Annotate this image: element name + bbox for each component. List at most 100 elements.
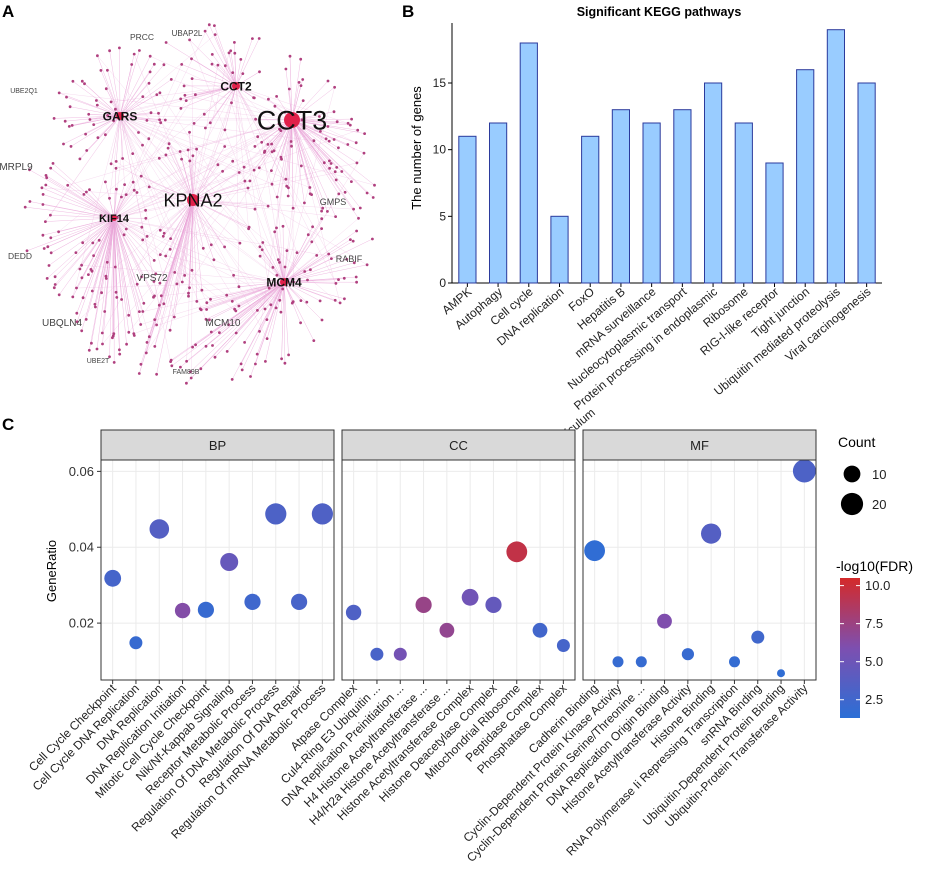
network-node <box>352 207 355 211</box>
network-edge <box>119 115 123 159</box>
network-edge <box>217 64 237 87</box>
network-edge <box>235 85 298 253</box>
bar <box>673 109 692 284</box>
network-edge <box>109 50 121 117</box>
network-edge <box>181 64 237 87</box>
network-node <box>230 378 234 381</box>
network-node <box>258 330 261 333</box>
network-edge <box>110 115 121 164</box>
network-edge <box>102 119 293 345</box>
network-node <box>240 368 244 372</box>
network-node <box>94 305 97 309</box>
network-node <box>275 273 279 277</box>
network-edge <box>65 115 121 122</box>
network-node <box>114 160 118 163</box>
network-edge <box>219 281 285 333</box>
network-node <box>124 193 128 197</box>
network-node <box>358 206 362 210</box>
network-edge <box>283 281 345 300</box>
network-edge <box>128 119 293 333</box>
network-node <box>70 124 74 127</box>
network-node <box>144 208 148 212</box>
network-node <box>159 294 163 298</box>
bar <box>642 122 661 284</box>
network-node <box>137 372 141 375</box>
network-node <box>131 152 135 156</box>
network-node <box>354 141 358 145</box>
network-node <box>299 57 303 61</box>
panel-label-b: B <box>402 2 414 21</box>
network-edge <box>159 158 194 201</box>
network-node <box>350 117 353 121</box>
bar <box>458 135 477 284</box>
network-edge <box>235 85 249 229</box>
network-edge <box>113 217 157 274</box>
network-node <box>88 118 92 121</box>
network-node <box>322 161 326 165</box>
network-node <box>179 107 183 110</box>
network-node <box>90 341 93 345</box>
network-edge <box>291 119 340 195</box>
network-node <box>243 179 247 183</box>
network-node <box>201 246 205 250</box>
network-node <box>352 261 356 265</box>
network-node <box>252 96 256 100</box>
network-node <box>195 147 199 151</box>
network-edge <box>192 146 225 201</box>
network-node <box>189 370 192 374</box>
network-edge <box>283 281 341 304</box>
network-edge <box>70 115 121 147</box>
dot <box>265 503 287 525</box>
network-node <box>28 200 32 203</box>
network-node <box>137 131 140 134</box>
network-node <box>265 337 269 340</box>
network-edge <box>113 217 155 297</box>
network-edge <box>174 199 194 318</box>
network-edge <box>89 217 115 351</box>
network-edge <box>214 25 237 87</box>
network-node <box>351 239 355 243</box>
network-node <box>57 91 61 95</box>
facet-panel-border <box>582 459 817 681</box>
network-edge <box>291 119 328 212</box>
network-node <box>329 162 333 165</box>
dot <box>681 648 695 661</box>
network-node <box>295 251 299 255</box>
network-node <box>53 283 57 286</box>
network-edge <box>146 199 194 353</box>
bar <box>765 162 784 284</box>
facet-panel <box>341 459 576 681</box>
count-legend-title: Count <box>838 434 875 450</box>
panel-label-a: A <box>2 2 14 21</box>
network-node <box>270 169 273 173</box>
network-node <box>63 119 67 123</box>
network-node <box>100 291 103 295</box>
network-edge <box>204 30 237 87</box>
network-node <box>284 177 288 181</box>
network-edge <box>119 115 240 173</box>
network-node <box>204 317 208 321</box>
network-edge <box>235 38 260 87</box>
network-node <box>299 321 302 325</box>
network-node <box>248 179 252 183</box>
network-node <box>232 273 236 277</box>
facet-strip-label: CC <box>449 438 468 453</box>
network-edge <box>291 119 375 186</box>
network-node <box>299 164 303 168</box>
network-node <box>371 237 374 241</box>
network-edge <box>119 64 165 117</box>
network-edge <box>150 56 293 121</box>
network-edge <box>244 281 285 343</box>
network-node <box>142 301 146 305</box>
network-node <box>254 117 257 121</box>
network-node <box>99 214 103 217</box>
network-node <box>118 46 121 50</box>
network-node <box>254 362 257 366</box>
network-edge <box>85 115 121 135</box>
network-node <box>241 72 245 75</box>
network-edge <box>119 115 165 234</box>
network-node <box>349 238 352 242</box>
network-node <box>62 142 65 146</box>
network-edge <box>113 160 190 219</box>
network-node <box>83 82 86 86</box>
